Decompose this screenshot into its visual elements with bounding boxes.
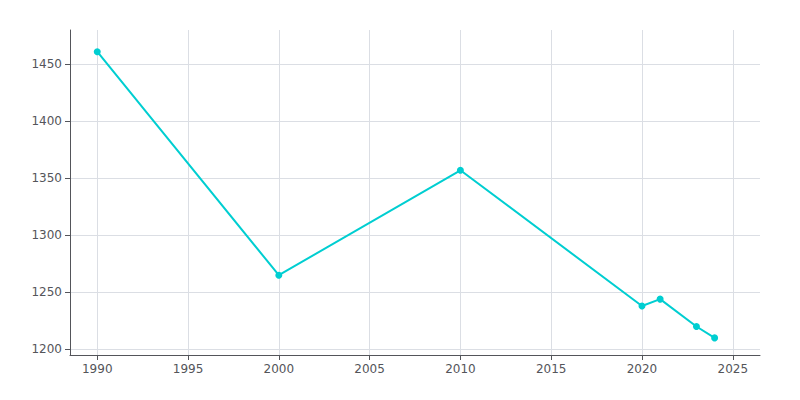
svg-text:2010: 2010 — [445, 362, 476, 376]
svg-text:2020: 2020 — [627, 362, 658, 376]
svg-text:1995: 1995 — [173, 362, 204, 376]
svg-text:2005: 2005 — [354, 362, 385, 376]
svg-text:1450: 1450 — [31, 57, 62, 71]
svg-text:2000: 2000 — [264, 362, 295, 376]
svg-text:2025: 2025 — [717, 362, 748, 376]
svg-text:1400: 1400 — [31, 114, 62, 128]
svg-text:1300: 1300 — [31, 228, 62, 242]
svg-text:1990: 1990 — [82, 362, 113, 376]
svg-text:1250: 1250 — [31, 285, 62, 299]
svg-text:1350: 1350 — [31, 171, 62, 185]
svg-text:2015: 2015 — [536, 362, 567, 376]
svg-text:1200: 1200 — [31, 342, 62, 356]
